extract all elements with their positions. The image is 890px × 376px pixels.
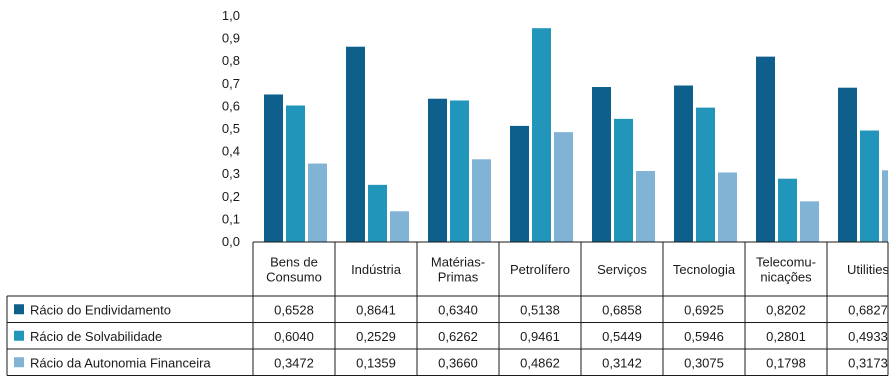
bar (308, 163, 327, 242)
series-name: Rácio da Autonomia Financeira (30, 355, 211, 370)
category-label: Matérias- (431, 255, 485, 270)
table-value: 0,8202 (766, 302, 806, 317)
table-value: 0,6040 (274, 329, 314, 344)
bar (510, 125, 529, 242)
category-label: Bens de (270, 255, 318, 270)
table-value: 0,8641 (356, 302, 396, 317)
table-value: 0,6528 (274, 302, 314, 317)
category-label: Telecomu- (756, 255, 816, 270)
table-value: 0,3173 (848, 355, 888, 370)
table-value: 0,6827 (848, 302, 888, 317)
bars (264, 28, 888, 243)
bar (592, 87, 611, 242)
bar (368, 184, 387, 242)
category-label: Consumo (266, 270, 322, 285)
category-label: Petrolífero (510, 262, 570, 277)
table-value: 0,4862 (520, 355, 560, 370)
bar (674, 85, 693, 243)
y-tick-label: 1,0 (222, 8, 240, 23)
bar (472, 159, 491, 242)
category-label: Indústria (351, 262, 402, 277)
legend-swatch (14, 304, 24, 315)
table-value: 0,3660 (438, 355, 478, 370)
bar (882, 170, 888, 242)
bar (800, 201, 819, 242)
table-value: 0,5138 (520, 302, 560, 317)
category-label: nicações (760, 270, 812, 285)
table-value: 0,6925 (684, 302, 724, 317)
table-value: 0,3142 (602, 355, 642, 370)
table-value: 0,2529 (356, 329, 396, 344)
bar (554, 132, 573, 242)
bar (390, 211, 409, 242)
y-tick-label: 0,1 (222, 211, 240, 226)
series-name: Rácio de Solvabilidade (30, 329, 162, 344)
legend-swatch (14, 330, 24, 341)
bar (718, 172, 737, 242)
bar (636, 170, 655, 242)
category-label: Tecnologia (673, 262, 736, 277)
bar (614, 118, 633, 242)
y-tick-label: 0,2 (222, 189, 240, 204)
bar (428, 98, 447, 242)
y-tick-label: 0,0 (222, 234, 240, 249)
y-tick-label: 0,6 (222, 98, 240, 113)
legend-swatch (14, 357, 24, 368)
category-label: Utilities (847, 262, 889, 277)
bar (286, 105, 305, 242)
bar (778, 178, 797, 242)
bar (838, 87, 857, 242)
table-value: 0,6858 (602, 302, 642, 317)
bar (450, 100, 469, 243)
bar (696, 107, 715, 243)
table-value: 0,2801 (766, 329, 806, 344)
table-value: 0,5449 (602, 329, 642, 344)
bar (346, 46, 365, 242)
bar (860, 130, 879, 242)
table-value: 0,9461 (520, 329, 560, 344)
table-value: 0,1359 (356, 355, 396, 370)
y-tick-label: 0,3 (222, 166, 240, 181)
category-label: Primas (438, 270, 479, 285)
y-axis: 0,0 0,1 0,2 0,3 0,4 0,5 0,6 0,7 0,8 0,9 1,0 (222, 8, 240, 249)
table-value: 0,6340 (438, 302, 478, 317)
category-label: Serviços (597, 262, 647, 277)
bar (532, 28, 551, 243)
table-value: 0,3472 (274, 355, 314, 370)
y-tick-label: 0,4 (222, 144, 240, 159)
series-name: Rácio do Endividamento (30, 302, 171, 317)
bar (756, 56, 775, 243)
bar (264, 94, 283, 243)
y-tick-label: 0,9 (222, 31, 240, 46)
table-value: 0,4933 (848, 329, 888, 344)
table-value: 0,3075 (684, 355, 724, 370)
table-value: 0,5946 (684, 329, 724, 344)
y-tick-label: 0,8 (222, 53, 240, 68)
table-value: 0,6262 (438, 329, 478, 344)
table-value: 0,1798 (766, 355, 806, 370)
y-tick-label: 0,5 (222, 121, 240, 136)
y-tick-label: 0,7 (222, 76, 240, 91)
